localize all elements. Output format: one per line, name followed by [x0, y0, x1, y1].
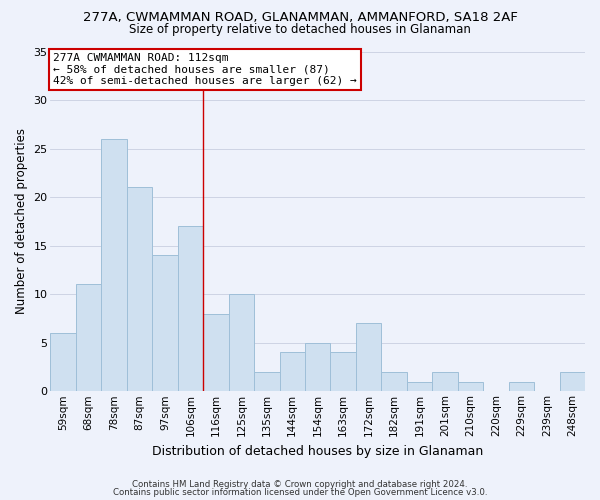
Y-axis label: Number of detached properties: Number of detached properties [15, 128, 28, 314]
Bar [432, 372, 458, 392]
Bar [229, 294, 254, 392]
Bar [407, 382, 432, 392]
Bar [101, 139, 127, 392]
Bar [50, 333, 76, 392]
Text: Contains HM Land Registry data © Crown copyright and database right 2024.: Contains HM Land Registry data © Crown c… [132, 480, 468, 489]
Text: Contains public sector information licensed under the Open Government Licence v3: Contains public sector information licen… [113, 488, 487, 497]
Bar [382, 372, 407, 392]
Bar [178, 226, 203, 392]
Bar [280, 352, 305, 392]
Bar [458, 382, 483, 392]
Bar [305, 342, 331, 392]
Bar [254, 372, 280, 392]
Bar [203, 314, 229, 392]
Text: 277A, CWMAMMAN ROAD, GLANAMMAN, AMMANFORD, SA18 2AF: 277A, CWMAMMAN ROAD, GLANAMMAN, AMMANFOR… [83, 11, 517, 24]
Bar [560, 372, 585, 392]
Bar [152, 256, 178, 392]
Bar [76, 284, 101, 392]
Bar [127, 188, 152, 392]
Text: 277A CWMAMMAN ROAD: 112sqm
← 58% of detached houses are smaller (87)
42% of semi: 277A CWMAMMAN ROAD: 112sqm ← 58% of deta… [53, 53, 357, 86]
X-axis label: Distribution of detached houses by size in Glanaman: Distribution of detached houses by size … [152, 444, 484, 458]
Bar [509, 382, 534, 392]
Bar [331, 352, 356, 392]
Bar [356, 324, 382, 392]
Text: Size of property relative to detached houses in Glanaman: Size of property relative to detached ho… [129, 22, 471, 36]
